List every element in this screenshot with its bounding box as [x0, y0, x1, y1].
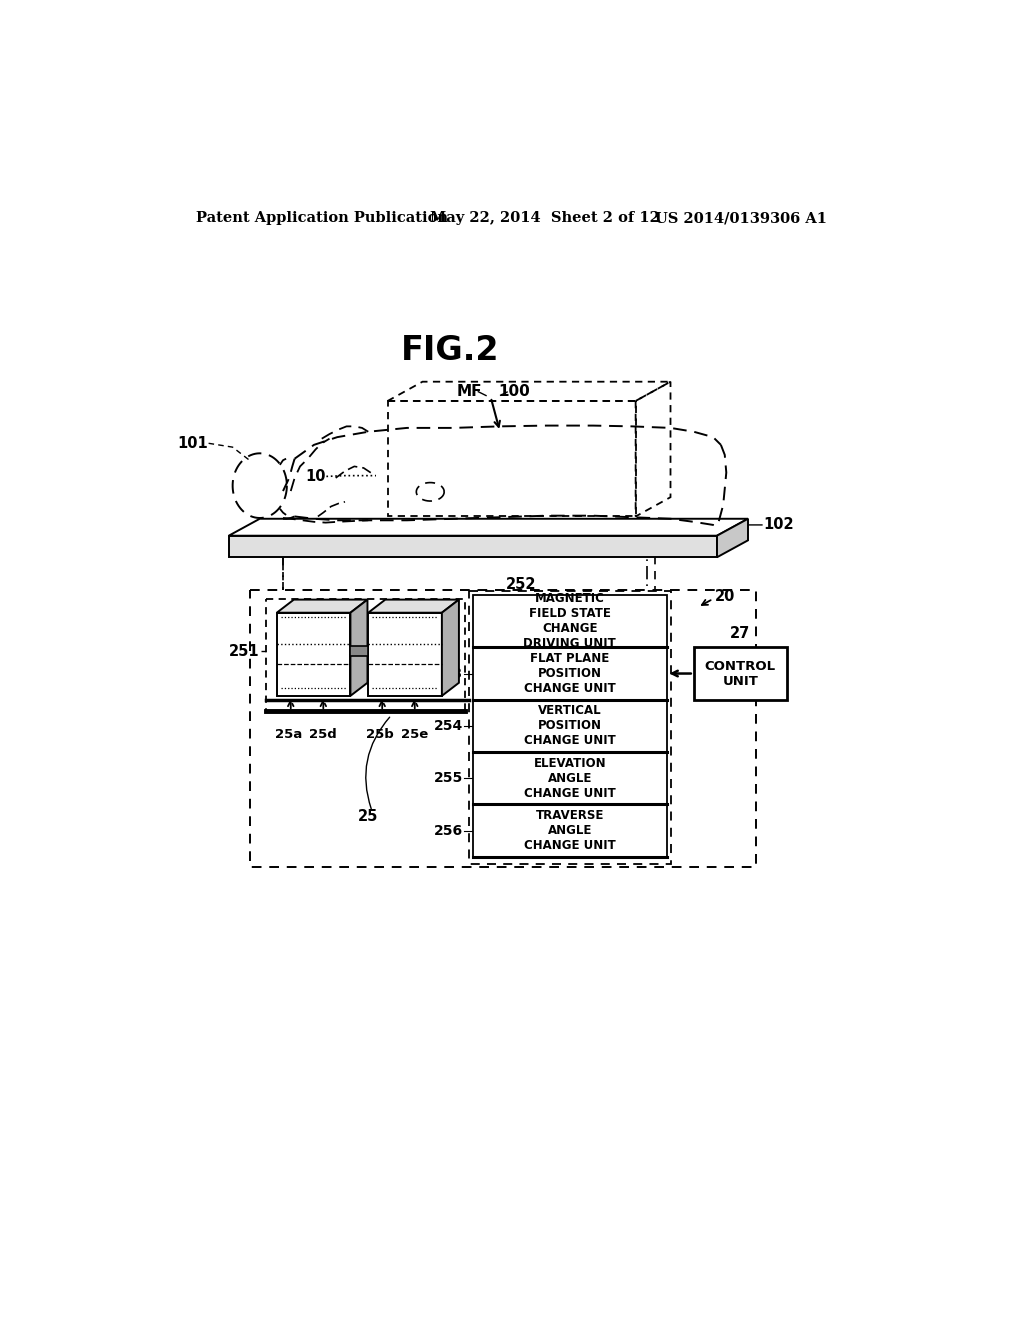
Bar: [473, 647, 667, 700]
Bar: [266, 599, 465, 711]
Polygon shape: [369, 599, 459, 612]
Bar: [369, 612, 442, 696]
Bar: [469, 591, 671, 863]
Polygon shape: [276, 599, 368, 612]
Text: 20: 20: [715, 589, 735, 605]
Bar: [473, 804, 667, 857]
Text: TRAVERSE
ANGLE
CHANGE UNIT: TRAVERSE ANGLE CHANGE UNIT: [524, 809, 615, 853]
Text: US 2014/0139306 A1: US 2014/0139306 A1: [655, 211, 827, 226]
Text: 100: 100: [498, 384, 529, 399]
Bar: [693, 647, 786, 700]
Text: 101: 101: [177, 436, 208, 451]
Text: 27: 27: [730, 626, 751, 642]
Bar: [473, 752, 667, 804]
Text: VERTICAL
POSITION
CHANGE UNIT: VERTICAL POSITION CHANGE UNIT: [524, 705, 615, 747]
Bar: [350, 647, 369, 656]
Text: May 22, 2014  Sheet 2 of 12: May 22, 2014 Sheet 2 of 12: [430, 211, 660, 226]
Polygon shape: [442, 599, 459, 696]
Polygon shape: [228, 519, 748, 536]
Text: FIG.2: FIG.2: [400, 334, 499, 367]
Polygon shape: [717, 519, 748, 557]
Text: FLAT PLANE
POSITION
CHANGE UNIT: FLAT PLANE POSITION CHANGE UNIT: [524, 652, 615, 696]
Text: 251: 251: [229, 644, 260, 659]
Bar: [473, 700, 667, 752]
Text: CONTROL
UNIT: CONTROL UNIT: [705, 660, 776, 688]
Text: Patent Application Publication: Patent Application Publication: [197, 211, 449, 226]
Text: 25b: 25b: [366, 729, 394, 742]
Text: 253: 253: [434, 667, 463, 681]
Text: 254: 254: [433, 719, 463, 733]
Bar: [473, 595, 667, 647]
Bar: [251, 590, 756, 867]
Text: MAGNETIC
FIELD STATE
CHANGE
DRIVING UNIT: MAGNETIC FIELD STATE CHANGE DRIVING UNIT: [523, 593, 616, 651]
Text: 25a: 25a: [274, 729, 302, 742]
Text: 10: 10: [305, 469, 326, 484]
Polygon shape: [228, 536, 717, 557]
Text: 25d: 25d: [309, 729, 337, 742]
Text: 25e: 25e: [401, 729, 428, 742]
Bar: [276, 612, 350, 696]
Text: 102: 102: [764, 517, 795, 532]
Text: 256: 256: [434, 824, 463, 838]
Text: MF: MF: [457, 384, 481, 399]
Text: ELEVATION
ANGLE
CHANGE UNIT: ELEVATION ANGLE CHANGE UNIT: [524, 756, 615, 800]
Polygon shape: [350, 599, 368, 696]
Text: 25: 25: [358, 809, 379, 824]
Text: 252: 252: [506, 577, 537, 593]
Text: 255: 255: [433, 771, 463, 785]
